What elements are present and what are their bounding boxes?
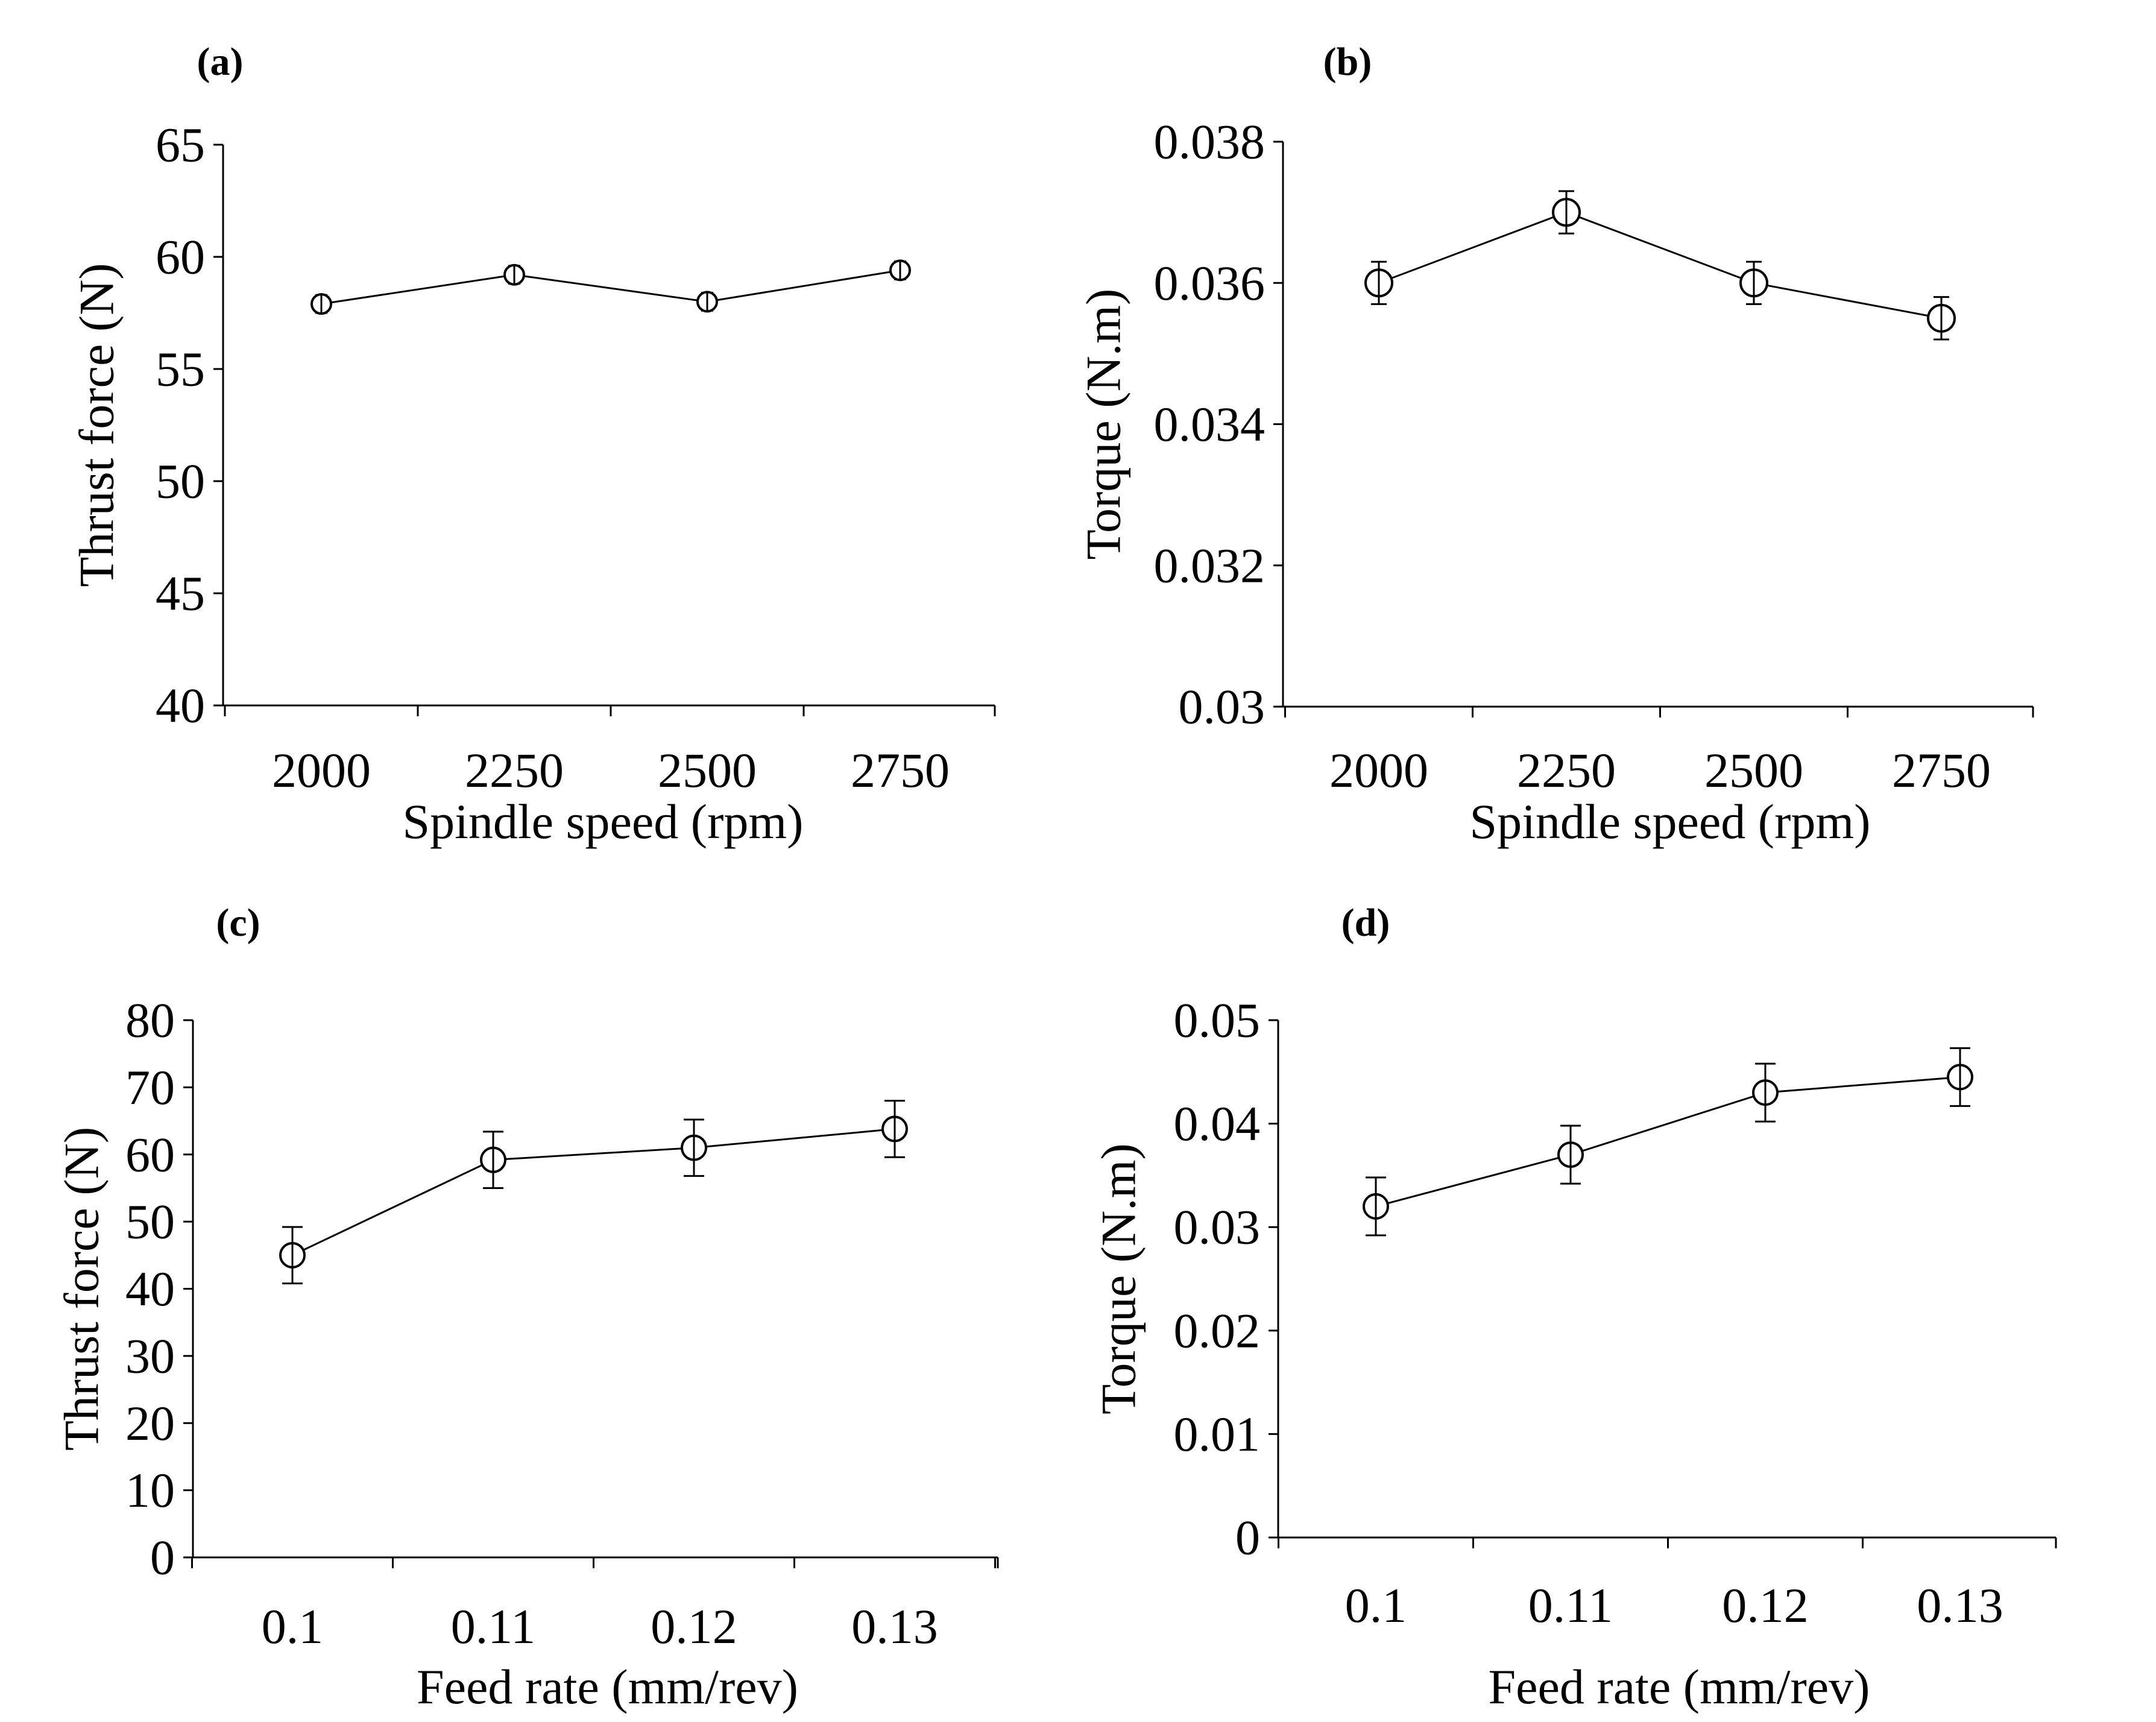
y-tick-label: 0.02 xyxy=(1174,1303,1261,1358)
y-axis-title: Torque (N.m) xyxy=(1076,289,1131,560)
y-tick-label: 45 xyxy=(156,566,205,621)
y-tick-label: 60 xyxy=(125,1127,175,1182)
series-line xyxy=(292,1128,895,1257)
y-tick-label: 50 xyxy=(125,1194,175,1249)
y-tick-label: 0.01 xyxy=(1174,1407,1261,1462)
y-tick-label: 20 xyxy=(125,1396,175,1451)
y-axis-title: Thrust force (N) xyxy=(69,263,124,587)
panel-label: (c) xyxy=(216,901,260,945)
y-tick-label: 40 xyxy=(125,1261,175,1316)
y-tick-label: 0.03 xyxy=(1174,1200,1261,1255)
x-tick-label: 2000 xyxy=(272,743,371,798)
y-tick-label: 10 xyxy=(125,1463,175,1518)
y-tick-label: 70 xyxy=(125,1060,175,1115)
chart-panel-c: (c) 0 10 20 30 40 50 60 70 80 0.1 0.11 0.12 0.13 Feed … xyxy=(54,901,999,1714)
y-tick-label: 40 xyxy=(156,678,205,733)
y-tick-label: 0.034 xyxy=(1154,397,1266,452)
y-axis-title: Torque (N.m) xyxy=(1091,1143,1146,1414)
series-line xyxy=(1378,211,1942,320)
y-tick-label: 55 xyxy=(156,342,205,397)
y-tick-label: 0.03 xyxy=(1179,680,1266,734)
x-tick-label: 2750 xyxy=(1892,743,1991,798)
y-tick-label: 0.036 xyxy=(1154,256,1266,311)
x-tick-label: 0.11 xyxy=(451,1599,535,1654)
series-line xyxy=(321,269,901,305)
y-tick-label: 0.038 xyxy=(1154,115,1266,169)
x-tick-label: 2500 xyxy=(658,743,757,798)
x-axis-title: Spindle speed (rpm) xyxy=(1470,794,1871,849)
panel-label: (b) xyxy=(1323,40,1372,84)
x-axis-title: Feed rate (mm/rev) xyxy=(1489,1659,1870,1714)
chart-panel-a: (a) 40 45 50 55 60 65 2000 2250 2500 2750 Spindle s… xyxy=(69,40,996,849)
y-axis-title: Thrust force (N) xyxy=(54,1127,109,1451)
y-tick-label: 60 xyxy=(156,230,205,285)
y-tick-label: 80 xyxy=(125,993,175,1048)
chart-panel-b: (b) 0.03 0.032 0.034 0.036 0.038 2000 2250 2500 2… xyxy=(1076,40,2034,849)
y-tick-label: 50 xyxy=(156,454,205,509)
x-tick-label: 2250 xyxy=(1517,743,1616,798)
x-tick-label: 0.1 xyxy=(1345,1578,1407,1633)
x-tick-label: 0.13 xyxy=(851,1599,938,1654)
series-line xyxy=(1375,1076,1961,1208)
x-tick-label: 2750 xyxy=(851,743,950,798)
x-tick-label: 2000 xyxy=(1329,743,1428,798)
chart-panel-d: (d) 0 0.01 0.02 0.03 0.04 0.05 0.1 0.11 0.12 0.13 F… xyxy=(1091,901,2057,1714)
y-tick-label: 0 xyxy=(150,1530,175,1585)
x-tick-label: 0.11 xyxy=(1528,1578,1613,1633)
x-tick-label: 0.1 xyxy=(262,1599,324,1654)
x-axis-title: Feed rate (mm/rev) xyxy=(417,1659,798,1714)
y-tick-label: 30 xyxy=(125,1328,175,1383)
y-tick-label: 0.04 xyxy=(1174,1096,1261,1151)
panel-label: (d) xyxy=(1341,901,1390,945)
y-tick-label: 0 xyxy=(1235,1510,1260,1565)
x-tick-label: 0.13 xyxy=(1917,1578,2003,1633)
y-tick-label: 65 xyxy=(156,118,205,172)
x-tick-label: 0.12 xyxy=(651,1599,737,1654)
x-tick-label: 0.12 xyxy=(1722,1578,1809,1633)
x-axis-title: Spindle speed (rpm) xyxy=(403,794,804,849)
x-tick-label: 2500 xyxy=(1704,743,1803,798)
panel-label: (a) xyxy=(197,40,244,84)
y-tick-label: 0.05 xyxy=(1174,993,1261,1048)
y-tick-label: 0.032 xyxy=(1154,538,1266,593)
x-tick-label: 2250 xyxy=(465,743,564,798)
